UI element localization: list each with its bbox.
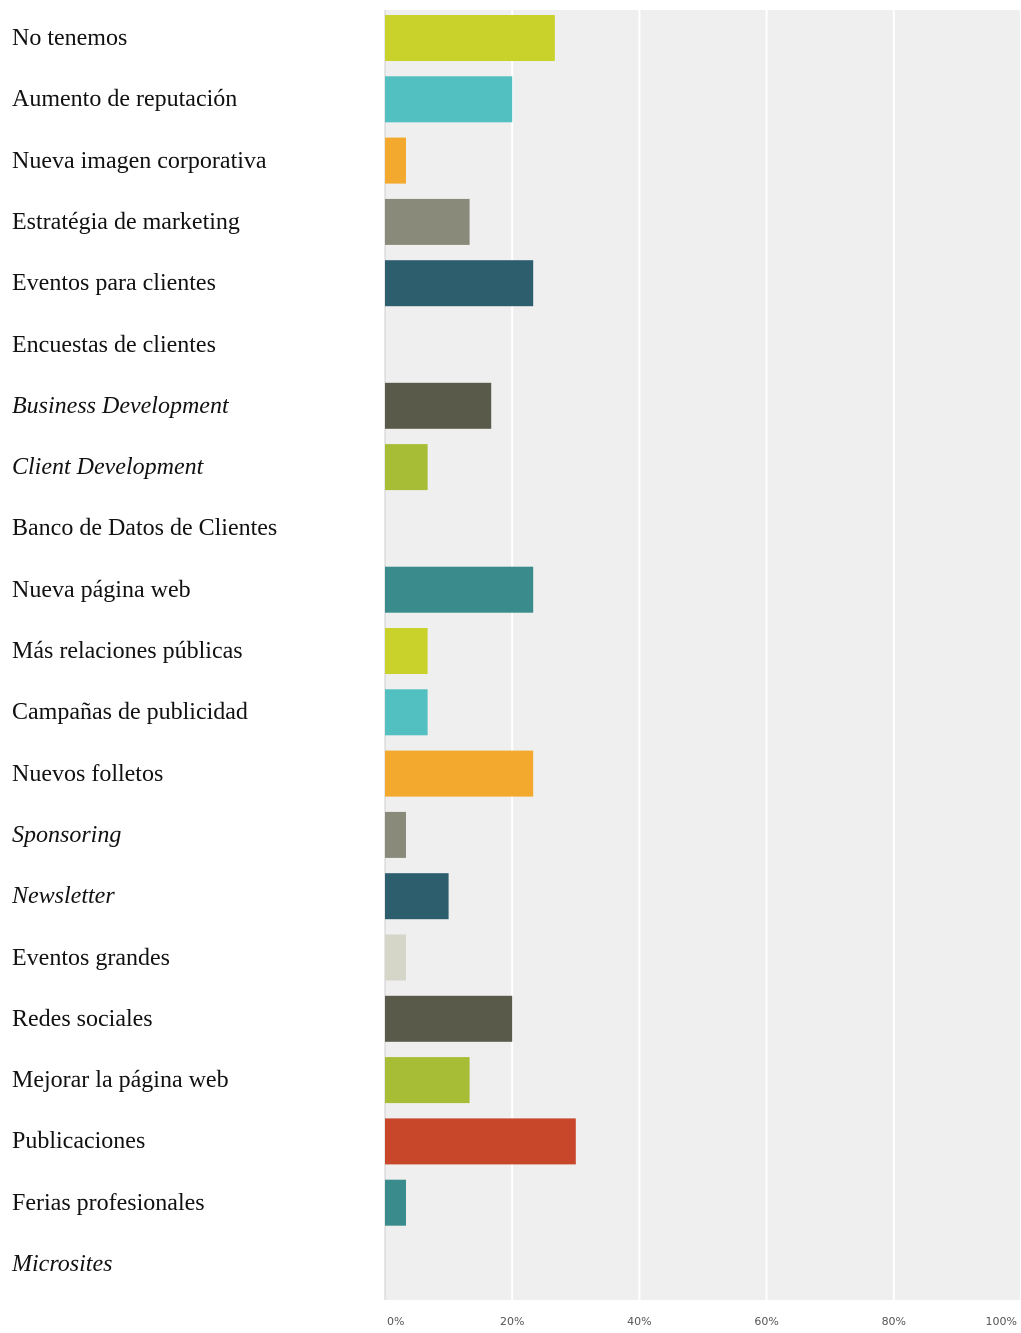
bar (385, 444, 428, 491)
bar (385, 15, 555, 61)
category-label: Newsletter (12, 883, 115, 910)
category-label: Eventos grandes (12, 944, 170, 971)
bar (385, 76, 513, 123)
x-tick-label: 0% (387, 1315, 404, 1328)
bar (385, 566, 534, 613)
category-label: Publicaciones (12, 1128, 146, 1155)
category-label: Nueva imagen corporativa (12, 147, 267, 174)
bar (385, 137, 406, 184)
bar (385, 995, 513, 1042)
category-label: Más relaciones públicas (12, 638, 243, 664)
bar (385, 382, 492, 429)
bar (385, 873, 449, 920)
bar (385, 260, 534, 307)
category-label: Aumento de reputación (12, 86, 238, 113)
category-label: Estratégia de marketing (12, 208, 240, 235)
x-tick-label: 60% (754, 1315, 778, 1328)
category-label: Banco de Datos de Clientes (12, 515, 278, 542)
category-label: Microsites (12, 1251, 113, 1277)
category-labels: No tenemos Aumento de reputación Nueva ima… (0, 0, 380, 1333)
category-label: Redes sociales (12, 1005, 153, 1032)
bar (385, 934, 406, 981)
category-label: Nueva página web (12, 576, 191, 603)
x-tick-label: 40% (627, 1315, 651, 1328)
category-label: Sponsoring (12, 821, 122, 848)
bar (385, 198, 470, 245)
x-tick-label: 80% (882, 1315, 906, 1328)
bar (385, 1118, 576, 1165)
bar (385, 1179, 406, 1226)
plot-background (385, 10, 1021, 1300)
category-label: Encuestas de clientes (12, 331, 216, 358)
category-label: Mejorar la página web (12, 1067, 229, 1094)
bar (385, 689, 428, 736)
category-label: Ferias profesionales (12, 1189, 205, 1216)
category-label: Business Development (12, 392, 229, 419)
category-label: No tenemos (12, 25, 128, 51)
x-tick-label: 100% (986, 1315, 1017, 1328)
bar (385, 1057, 470, 1104)
category-label: Campañas de publicidad (12, 699, 248, 726)
bar (385, 628, 428, 674)
x-tick-label: 20% (500, 1315, 524, 1328)
category-label: Eventos para clientes (12, 270, 216, 297)
bar (385, 811, 406, 858)
category-label: Client Development (12, 454, 204, 481)
category-label: Nuevos folletos (12, 760, 164, 787)
bar (385, 750, 534, 797)
